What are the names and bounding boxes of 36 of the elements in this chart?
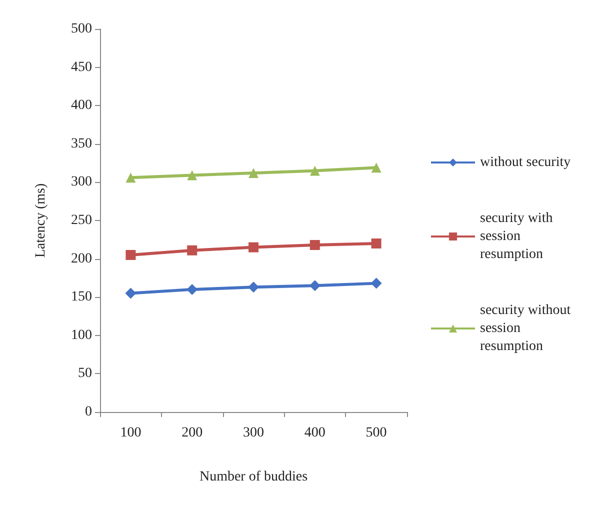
legend-label: security without session resumption: [480, 303, 574, 354]
x-tick-label: 500: [366, 426, 387, 440]
point: [371, 162, 382, 173]
point: [248, 168, 258, 178]
x-axis-title: Number of buddies: [199, 470, 308, 484]
point: [248, 282, 259, 293]
point: [187, 170, 198, 180]
legend-label: without security: [480, 155, 571, 170]
y-tick-label: 400: [71, 98, 92, 114]
point: [310, 166, 320, 176]
point: [126, 250, 136, 260]
y-tick-label: 150: [71, 290, 92, 305]
x-tick-label: 300: [243, 426, 264, 440]
point: [187, 245, 198, 256]
y-tick-label: 300: [71, 174, 92, 190]
x-tick-label: 400: [304, 426, 326, 440]
y-tick-label: 50: [78, 366, 92, 382]
point: [248, 242, 258, 252]
point: [309, 280, 320, 292]
x-tick-label: 200: [182, 426, 203, 440]
point: [371, 238, 382, 248]
y-tick-label: 450: [71, 60, 92, 75]
point: [186, 284, 198, 295]
y-tick-label: 350: [71, 136, 92, 152]
x-tick-label: 100: [120, 426, 142, 440]
y-tick-label: 250: [71, 213, 92, 228]
y-tick-label: 100: [71, 328, 92, 343]
y-axis-title: Latency (ms): [34, 183, 48, 258]
point: [126, 172, 136, 183]
legend-label: security with session resumption: [480, 211, 556, 262]
y-tick-label: 200: [71, 251, 92, 266]
point: [310, 240, 320, 250]
y-tick-label: 500: [71, 22, 92, 36]
y-tick-label: 0: [85, 404, 92, 420]
point: [370, 278, 382, 289]
point: [125, 288, 136, 299]
